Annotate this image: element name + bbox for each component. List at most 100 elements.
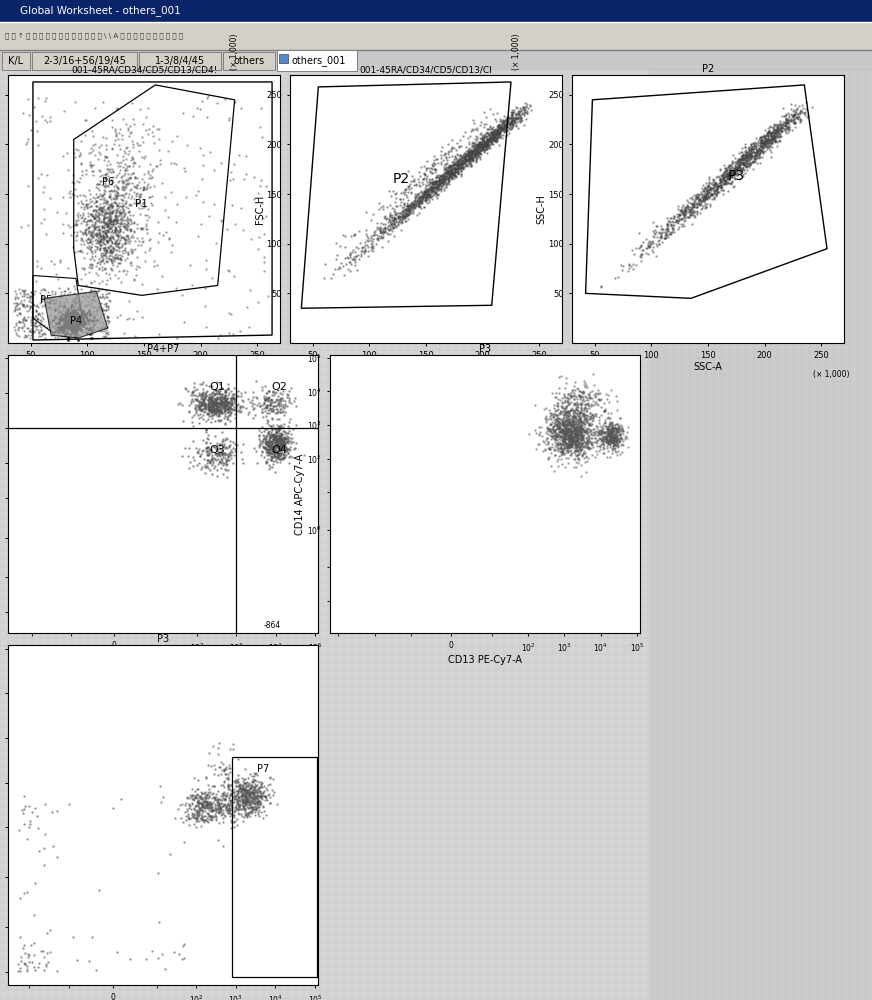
Point: [483, 133, 497, 149]
Point: [761, 129, 775, 145]
Point: [605, 442, 619, 458]
Point: [262, 445, 276, 461]
Point: [587, 426, 601, 442]
Point: [51, 297, 65, 313]
Point: [572, 428, 586, 444]
Point: [85, 282, 99, 298]
Point: [213, 381, 227, 397]
Point: [76, 226, 90, 242]
Point: [740, 155, 754, 171]
Point: [602, 421, 616, 437]
Point: [578, 423, 592, 439]
Point: [60, 300, 74, 316]
Point: [54, 306, 68, 322]
Point: [568, 425, 582, 441]
Point: [191, 398, 205, 414]
Point: [708, 175, 722, 191]
Point: [360, 237, 374, 253]
Point: [476, 137, 490, 153]
Point: [167, 155, 181, 171]
Point: [213, 383, 227, 399]
Point: [771, 118, 785, 134]
Point: [694, 193, 708, 209]
Point: [106, 205, 119, 221]
Point: [276, 442, 290, 458]
Point: [218, 406, 232, 422]
Point: [232, 147, 246, 163]
Point: [549, 389, 563, 405]
Point: [255, 784, 269, 800]
Point: [576, 432, 589, 448]
Point: [117, 179, 131, 195]
Point: [634, 237, 648, 253]
Point: [551, 415, 565, 431]
Point: [61, 316, 75, 332]
Point: [232, 806, 246, 822]
Point: [88, 244, 102, 260]
Point: [235, 398, 249, 414]
Point: [242, 804, 255, 820]
Point: [706, 177, 720, 193]
Point: [687, 194, 701, 210]
Point: [228, 391, 242, 407]
Point: [643, 238, 657, 254]
Point: [216, 798, 230, 814]
Point: [765, 132, 779, 148]
Point: [247, 169, 261, 185]
Point: [552, 369, 566, 385]
Point: [731, 167, 745, 183]
Point: [460, 153, 473, 169]
Point: [74, 297, 88, 313]
Point: [240, 794, 254, 810]
Point: [570, 438, 584, 454]
Point: [62, 310, 76, 326]
Point: [207, 439, 221, 455]
Point: [109, 246, 123, 262]
Point: [391, 209, 405, 225]
Point: [155, 946, 169, 962]
Point: [389, 190, 403, 206]
Point: [572, 387, 586, 403]
Point: [188, 402, 202, 418]
Point: [553, 415, 567, 431]
Point: [58, 310, 72, 326]
Point: [360, 228, 374, 244]
Point: [613, 433, 627, 449]
Point: [452, 150, 466, 166]
Point: [249, 788, 262, 804]
Point: [99, 225, 112, 241]
Point: [104, 224, 118, 240]
Point: [214, 797, 228, 813]
Point: [272, 398, 286, 414]
Point: [79, 309, 93, 325]
Point: [89, 306, 103, 322]
Point: [93, 200, 107, 216]
Point: [790, 101, 804, 117]
Point: [505, 114, 519, 130]
Point: [221, 380, 235, 396]
Point: [758, 137, 772, 153]
Point: [37, 325, 51, 341]
Point: [198, 792, 212, 808]
Point: [99, 202, 113, 218]
Point: [256, 799, 270, 815]
Point: [17, 292, 31, 308]
Point: [106, 241, 120, 257]
Point: [547, 427, 561, 443]
Point: [260, 405, 274, 421]
Point: [34, 322, 48, 338]
Point: [745, 144, 759, 160]
Point: [212, 759, 226, 775]
Point: [213, 399, 227, 415]
Point: [223, 390, 237, 406]
Point: [690, 189, 704, 205]
Point: [603, 427, 617, 443]
Point: [777, 108, 791, 124]
Point: [209, 401, 223, 417]
Point: [71, 305, 85, 321]
Point: [250, 784, 264, 800]
Point: [458, 150, 472, 166]
Point: [273, 448, 287, 464]
Point: [187, 790, 201, 806]
Point: [550, 413, 564, 429]
